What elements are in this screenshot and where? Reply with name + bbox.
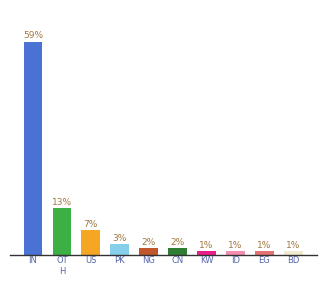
Text: 7%: 7% <box>84 220 98 229</box>
Bar <box>168 248 187 255</box>
Text: 59%: 59% <box>23 32 43 40</box>
Text: 1%: 1% <box>286 241 300 250</box>
Text: 2%: 2% <box>171 238 185 247</box>
Bar <box>24 42 42 255</box>
Text: 3%: 3% <box>113 234 127 243</box>
Bar <box>197 251 216 255</box>
Text: 1%: 1% <box>257 241 272 250</box>
Text: 1%: 1% <box>228 241 243 250</box>
Text: 13%: 13% <box>52 198 72 207</box>
Bar <box>255 251 274 255</box>
Bar <box>139 248 158 255</box>
Bar <box>226 251 245 255</box>
Bar <box>52 208 71 255</box>
Bar <box>284 251 303 255</box>
Text: 1%: 1% <box>199 241 214 250</box>
Bar <box>82 230 100 255</box>
Bar <box>110 244 129 255</box>
Text: 2%: 2% <box>142 238 156 247</box>
